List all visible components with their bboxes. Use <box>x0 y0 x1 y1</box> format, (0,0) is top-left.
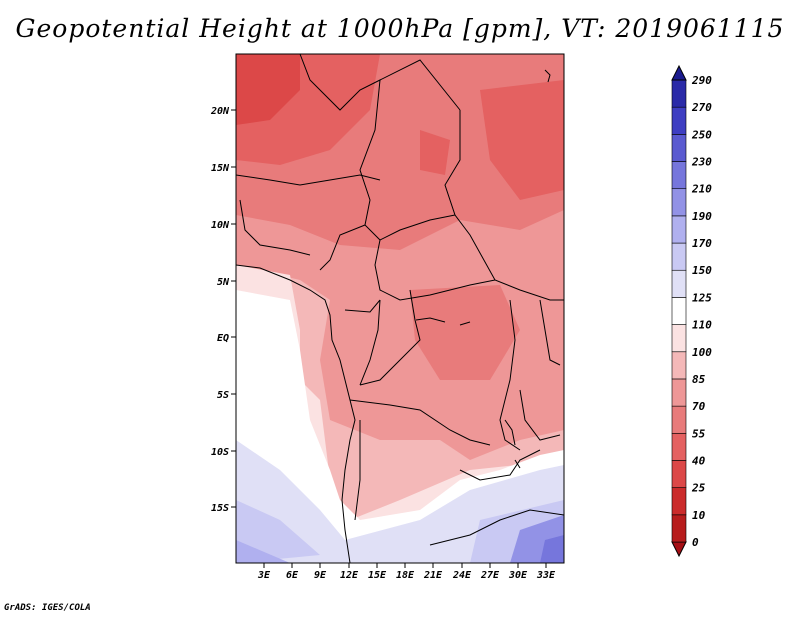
lon-label: 6E <box>286 570 299 581</box>
colorbar-swatch <box>671 242 687 271</box>
colorbar-label: 0 <box>692 536 699 549</box>
longitude-axis: 3E 6E 9E 12E 15E 18E 21E 24E 27E 30E 33E <box>257 563 556 581</box>
lon-label: 30E <box>508 570 528 581</box>
colorbar-swatch <box>671 432 687 461</box>
colorbar-swatch <box>671 161 687 190</box>
colorbar-label: 170 <box>692 237 712 250</box>
map-title: Geopotential Height at 1000hPa [gpm], VT… <box>15 14 785 43</box>
lat-label: 15N <box>211 163 230 174</box>
field-55-40-northeast <box>480 80 564 200</box>
lakes <box>415 317 521 469</box>
lon-label: 24E <box>452 570 472 581</box>
lat-label: 10N <box>211 220 230 231</box>
colorbar-swatch <box>671 106 687 135</box>
colorbar-label: 25 <box>691 482 706 495</box>
grads-credit: GrADS: IGES/COLA <box>4 603 91 613</box>
lon-label: 27E <box>480 570 500 581</box>
colorbar-label: 70 <box>692 400 706 413</box>
colorbar-label: 190 <box>692 210 712 223</box>
colorbar-label: 55 <box>692 427 706 440</box>
field-70-55-congo <box>410 285 520 380</box>
colorbar-label: 10 <box>692 509 706 522</box>
colorbar-label: 210 <box>691 183 712 196</box>
contour-field <box>236 54 564 563</box>
lon-label: 15E <box>368 570 387 581</box>
lon-label: 18E <box>396 570 415 581</box>
colorbar-label: 40 <box>692 454 706 467</box>
lon-label: 12E <box>340 570 359 581</box>
colorbar-label: 150 <box>692 264 712 277</box>
lat-label: 10S <box>211 447 229 458</box>
colorbar-swatch <box>671 188 687 217</box>
lon-label: 33E <box>536 570 556 581</box>
colorbar-label: 100 <box>692 346 712 359</box>
colorbar-label: 230 <box>691 156 712 169</box>
country-borders <box>236 54 564 563</box>
lon-label: 3E <box>257 570 271 581</box>
colorbar-swatch <box>671 351 687 380</box>
colorbar-swatch <box>671 378 687 407</box>
colorbar-label: 290 <box>691 74 712 87</box>
lon-label: 21E <box>423 570 443 581</box>
lat-label: EQ <box>217 333 229 344</box>
field-230-210-east <box>540 535 564 563</box>
colorbar-swatch <box>671 487 687 516</box>
field-55-40-chad <box>420 130 450 175</box>
colorbar-swatch <box>671 269 687 298</box>
map-frame <box>235 53 565 564</box>
lat-label: 5S <box>217 390 229 401</box>
field-190-170-west <box>236 540 290 563</box>
field-170-150-west <box>236 500 320 563</box>
colorbar-swatch <box>671 297 687 325</box>
lat-label: 5N <box>217 277 230 288</box>
colorbar-swatch <box>671 79 687 108</box>
lat-label: 15S <box>211 503 229 514</box>
colorbar-swatch <box>671 324 687 353</box>
colorbar-swatch <box>671 215 687 244</box>
colorbar-swatch <box>671 460 687 488</box>
field-40-25-northwest <box>236 54 300 125</box>
colorbar-label: 250 <box>691 128 712 141</box>
colorbar-label: 270 <box>691 101 712 114</box>
colorbar-label: 125 <box>692 291 712 304</box>
colorbar-swatch <box>671 405 687 434</box>
latitude-axis: 20N 15N 10N 5N EQ 5S 10S 15S <box>210 106 236 514</box>
colorbar-label: 110 <box>692 319 712 332</box>
colorbar-swatch <box>671 514 687 543</box>
lon-label: 9E <box>314 570 327 581</box>
colorbar-swatch <box>671 134 687 162</box>
colorbar: 0 10 25 40 55 70 85 100 110 125 150 170 190 210 230 250… <box>671 64 712 558</box>
colorbar-swatch <box>671 64 687 81</box>
colorbar-swatch <box>671 541 687 558</box>
lat-label: 20N <box>210 106 230 117</box>
colorbar-label: 85 <box>692 373 706 386</box>
